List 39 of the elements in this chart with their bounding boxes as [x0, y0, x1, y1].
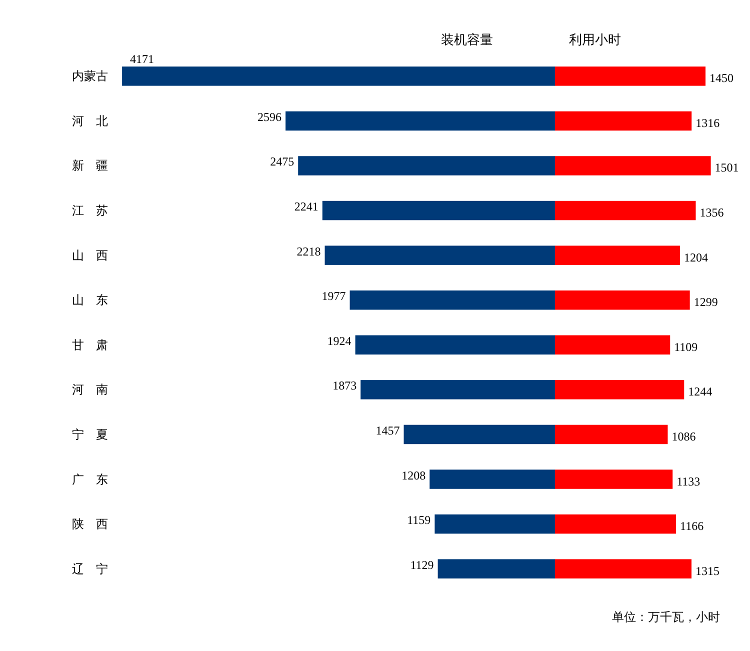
y-tick-label: 甘 肃 — [72, 338, 108, 352]
data-label: 1316 — [696, 116, 720, 130]
data-label: 1109 — [674, 340, 698, 354]
data-label: 1129 — [410, 558, 434, 572]
y-tick-label: 山 西 — [72, 248, 108, 262]
y-tick-label: 宁 夏 — [72, 427, 108, 442]
data-label: 2241 — [294, 200, 318, 214]
y-tick-label: 内蒙古 — [72, 69, 108, 84]
chart-title: 利用小时 — [569, 33, 621, 48]
data-label: 2475 — [270, 154, 294, 169]
data-label: 1873 — [332, 378, 357, 393]
data-label: 1450 — [710, 71, 734, 86]
data-label: 1356 — [700, 206, 724, 220]
data-label: 1166 — [680, 519, 704, 534]
data-label: 2218 — [296, 244, 321, 258]
data-label: 1133 — [676, 474, 700, 488]
chart-title: 装机容量 — [441, 32, 493, 48]
y-tick-label: 广 东 — [72, 472, 108, 486]
data-label: 4171 — [130, 52, 154, 66]
data-label: 1315 — [695, 564, 720, 578]
data-label: 1208 — [402, 468, 426, 482]
data-label: 1924 — [327, 334, 352, 348]
text: 单位：万千瓦，小时 — [612, 610, 720, 624]
y-tick-label: 山 东 — [72, 293, 108, 308]
data-label: 1977 — [322, 289, 346, 304]
data-label: 1204 — [684, 250, 708, 264]
y-tick-label: 河 南 — [72, 382, 108, 397]
y-tick-label: 新 疆 — [72, 158, 108, 173]
data-label: 1501 — [714, 160, 739, 175]
data-label: 1086 — [672, 429, 696, 444]
y-tick-label: 陕 西 — [72, 517, 108, 532]
data-label: 1299 — [694, 295, 718, 310]
data-label: 2596 — [258, 110, 282, 124]
data-label: 1159 — [407, 513, 431, 528]
y-tick-label: 江 苏 — [72, 204, 108, 218]
y-tick-label: 河 北 — [72, 114, 108, 128]
data-label: 1457 — [376, 423, 400, 438]
data-label: 1244 — [688, 384, 712, 399]
y-tick-label: 辽 宁 — [72, 562, 108, 576]
